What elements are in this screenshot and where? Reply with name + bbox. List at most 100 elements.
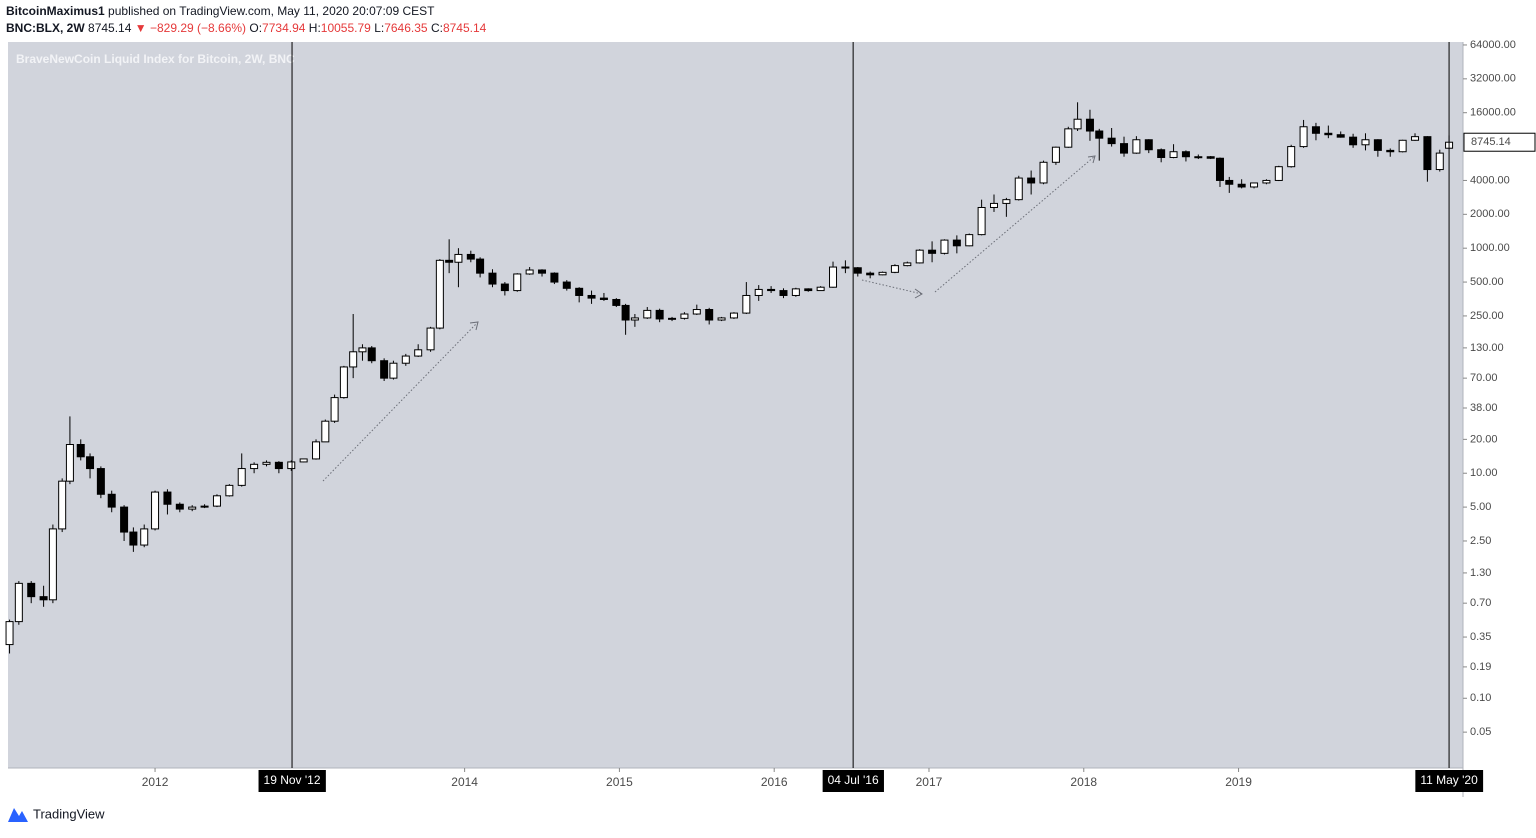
candle-body [401, 355, 410, 364]
candle-body [212, 495, 221, 507]
candle-body [841, 266, 850, 269]
plot-area [8, 42, 1463, 768]
candle-body [5, 621, 14, 646]
candle-body [791, 288, 800, 296]
candle-body [188, 506, 197, 510]
author: BitcoinMaximus1 [6, 4, 105, 18]
candle-body [1144, 139, 1153, 151]
watermark: BraveNewCoin Liquid Index for Bitcoin, 2… [16, 52, 295, 66]
candle-body [1132, 139, 1141, 154]
candle-body [1373, 139, 1382, 151]
candle-body [513, 273, 522, 292]
footer-logo: TradingView [8, 806, 105, 822]
x-tick-label: 2015 [606, 775, 633, 789]
candle-body [525, 269, 534, 275]
x-tick-label: 2016 [761, 775, 788, 789]
candle-body [829, 266, 838, 288]
close-value: 8745.14 [443, 21, 487, 35]
candle-body [163, 491, 172, 505]
header-line: BitcoinMaximus1 published on TradingView… [6, 4, 435, 18]
last-price-label: 8745.14 [1471, 136, 1511, 148]
candle-body [692, 309, 701, 315]
candle-body [1095, 130, 1104, 139]
candle-body [630, 317, 639, 321]
y-tick-label: 20.00 [1470, 433, 1498, 445]
y-tick-label: 70.00 [1470, 372, 1498, 384]
candle-body [729, 312, 738, 319]
open-key: O: [249, 21, 262, 35]
candle-body [476, 258, 485, 274]
candle-body [767, 288, 776, 292]
candle-body [1237, 183, 1246, 188]
candle-body [175, 503, 184, 510]
y-tick-label: 0.05 [1470, 726, 1491, 738]
candle-body [1027, 177, 1036, 184]
candle-body [1411, 136, 1420, 141]
candle-body [48, 528, 57, 601]
candle-body [575, 287, 584, 296]
candle-body [414, 349, 423, 357]
candle-body [435, 259, 444, 329]
candle-body [466, 253, 475, 260]
x-tick-label: 2018 [1070, 775, 1097, 789]
candle-body [299, 458, 308, 463]
y-tick-label: 1000.00 [1470, 242, 1510, 254]
candle-body [1274, 166, 1283, 181]
candle-body [977, 206, 986, 236]
arrow-head [914, 288, 923, 299]
brand: TradingView [33, 806, 105, 821]
candle-body [1324, 132, 1333, 136]
candle-body [878, 271, 887, 276]
last-price-box [1463, 132, 1536, 152]
candle-body [550, 272, 559, 283]
candle-body [200, 505, 209, 508]
y-tick-label: 0.35 [1470, 631, 1491, 643]
x-tick-label: 2014 [451, 775, 478, 789]
candle-body [65, 444, 74, 482]
candle-body [1039, 161, 1048, 184]
marker-label-box [1415, 770, 1484, 792]
candle-body [655, 309, 664, 320]
candle-body [339, 366, 348, 399]
candle-body [853, 267, 862, 274]
candle-body [389, 362, 398, 379]
y-tick-label: 10.00 [1470, 467, 1498, 479]
candle-body [1206, 156, 1215, 159]
candle-body [1064, 128, 1073, 148]
candle-body [717, 317, 726, 321]
candle-body [274, 461, 283, 470]
marker-label-box [258, 770, 326, 792]
candle-body [27, 582, 36, 598]
y-tick-label: 0.10 [1470, 692, 1491, 704]
candle-body [488, 272, 497, 285]
axes: 64000.00 32000.00 16000.00 4000.00 2000.00 10… [142, 39, 1536, 792]
candle-body [349, 351, 358, 368]
candle-body [1157, 149, 1166, 158]
candle-body [151, 491, 160, 530]
candle-body [237, 468, 246, 486]
candle-body [621, 304, 630, 321]
candle-body [330, 397, 339, 422]
candle-body [952, 239, 961, 247]
candle-body [14, 582, 23, 623]
candle-body [1194, 156, 1203, 159]
candle-body [426, 327, 435, 351]
candle-body [225, 484, 234, 497]
candle-body [129, 531, 138, 546]
candle-body [866, 272, 875, 276]
candle-body [1361, 139, 1370, 146]
y-tick-label: 2.50 [1470, 535, 1491, 547]
candle-body [321, 420, 330, 443]
candle-body [1051, 146, 1060, 163]
y-tick-label: 0.19 [1470, 661, 1491, 673]
candle-body [76, 444, 85, 458]
y-tick-label: 250.00 [1470, 310, 1504, 322]
marker-label: 04 Jul '16 [828, 773, 879, 787]
candle-body [680, 313, 689, 319]
candle-body [358, 347, 367, 353]
y-tick-label: 16000.00 [1470, 107, 1516, 119]
candle-body [779, 290, 788, 296]
candle-body [804, 288, 813, 292]
logo-icon [8, 808, 28, 822]
